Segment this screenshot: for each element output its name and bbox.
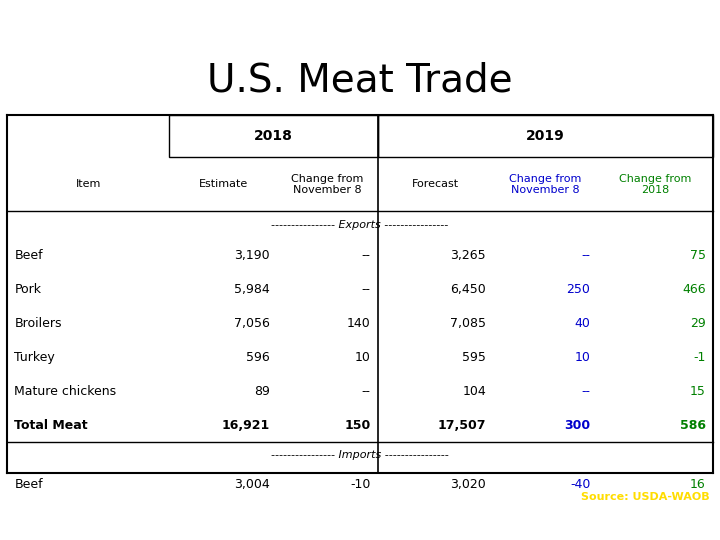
- Text: Mature chickens: Mature chickens: [14, 385, 117, 398]
- Text: ---------------- Imports ----------------: ---------------- Imports ---------------…: [271, 450, 449, 460]
- Text: 10: 10: [575, 351, 590, 364]
- Text: Pork: Pork: [14, 283, 42, 296]
- Text: Source: USDA-WAOB: Source: USDA-WAOB: [580, 491, 709, 502]
- Text: Beef: Beef: [14, 248, 43, 262]
- Text: Change from
November 8: Change from November 8: [292, 173, 364, 195]
- Text: 16,921: 16,921: [222, 419, 270, 432]
- Text: -40: -40: [570, 478, 590, 491]
- Text: Broilers: Broilers: [14, 317, 62, 330]
- Text: Forecast: Forecast: [412, 179, 459, 190]
- Text: -10: -10: [351, 478, 371, 491]
- Text: Turkey: Turkey: [14, 351, 55, 364]
- Text: 140: 140: [347, 317, 371, 330]
- Text: -1: -1: [693, 351, 706, 364]
- Text: 2019: 2019: [526, 129, 564, 143]
- Text: Change from
2018: Change from 2018: [619, 173, 691, 195]
- Text: 3,265: 3,265: [451, 248, 486, 262]
- Text: 7,056: 7,056: [234, 317, 270, 330]
- Text: Item: Item: [76, 179, 101, 190]
- Text: --: --: [582, 248, 590, 262]
- Text: 5,984: 5,984: [234, 283, 270, 296]
- Text: --: --: [362, 283, 371, 296]
- Text: 89: 89: [254, 385, 270, 398]
- Text: 75: 75: [690, 248, 706, 262]
- Text: 15: 15: [690, 385, 706, 398]
- Bar: [169, 115, 378, 158]
- Text: 596: 596: [246, 351, 270, 364]
- Text: 16: 16: [690, 478, 706, 491]
- Text: 6,450: 6,450: [450, 283, 486, 296]
- Text: Ag Decision Maker: Ag Decision Maker: [536, 520, 709, 538]
- Text: 10: 10: [355, 351, 371, 364]
- Text: 3,190: 3,190: [235, 248, 270, 262]
- Text: Estimate: Estimate: [199, 179, 248, 190]
- Text: Beef: Beef: [14, 478, 43, 491]
- Text: --: --: [362, 248, 371, 262]
- Text: 7,085: 7,085: [450, 317, 486, 330]
- Bar: [378, 115, 713, 158]
- Text: Extension and Outreach/Department of Economics: Extension and Outreach/Department of Eco…: [11, 520, 276, 530]
- Text: Total Meat: Total Meat: [14, 419, 88, 432]
- Text: 29: 29: [690, 317, 706, 330]
- Text: 300: 300: [564, 419, 590, 432]
- Text: 17,507: 17,507: [438, 419, 486, 432]
- Text: 595: 595: [462, 351, 486, 364]
- Text: 150: 150: [345, 419, 371, 432]
- Text: 104: 104: [462, 385, 486, 398]
- Text: 3,020: 3,020: [450, 478, 486, 491]
- Text: 2018: 2018: [254, 129, 293, 143]
- Text: --: --: [362, 385, 371, 398]
- Text: 466: 466: [682, 283, 706, 296]
- Text: 40: 40: [575, 317, 590, 330]
- Text: ---------------- Exports ----------------: ---------------- Exports ---------------…: [271, 220, 449, 229]
- Text: IOWA STATE UNIVERSITY: IOWA STATE UNIVERSITY: [11, 491, 235, 505]
- Text: --: --: [582, 385, 590, 398]
- Text: Change from
November 8: Change from November 8: [509, 173, 582, 195]
- Text: 250: 250: [567, 283, 590, 296]
- Text: U.S. Meat Trade: U.S. Meat Trade: [207, 61, 513, 99]
- Text: 586: 586: [680, 419, 706, 432]
- Text: 3,004: 3,004: [234, 478, 270, 491]
